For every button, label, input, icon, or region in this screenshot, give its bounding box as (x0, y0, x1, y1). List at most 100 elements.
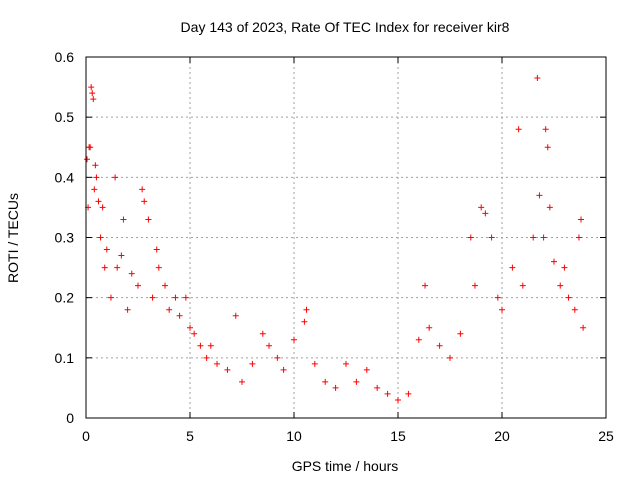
data-point (565, 294, 572, 301)
data-point (182, 294, 189, 301)
data-point (575, 234, 582, 241)
data-point (149, 294, 156, 301)
chart-title: Day 143 of 2023, Rate Of TEC Index for r… (181, 19, 510, 35)
data-point (384, 390, 391, 397)
data-point (530, 234, 537, 241)
data-point (95, 198, 102, 205)
labels-layer: 0 5 10 15 20 25 0 0.1 0.2 0.3 0.4 0.5 0.6 (55, 49, 614, 444)
data-point (534, 75, 541, 82)
data-point (415, 336, 422, 343)
data-point (536, 192, 543, 199)
x-tick-label: 0 (82, 428, 90, 444)
data-point (114, 264, 121, 271)
data-point (580, 324, 587, 331)
data-point (405, 390, 412, 397)
data-point (303, 306, 310, 313)
data-point (89, 90, 96, 97)
data-points-layer (84, 75, 587, 403)
data-point (457, 330, 464, 337)
data-point (93, 174, 100, 181)
y-tick-label: 0.1 (55, 350, 75, 366)
x-tick-label: 15 (390, 428, 406, 444)
data-point (112, 174, 119, 181)
data-point (266, 342, 273, 349)
ticks-layer (85, 56, 607, 419)
x-axis-title: GPS time / hours (292, 458, 399, 474)
y-axis-title: ROTI / TECUs (5, 193, 21, 283)
data-point (301, 318, 308, 325)
data-point (488, 234, 495, 241)
data-point (239, 378, 245, 385)
data-point (203, 354, 210, 361)
data-point (509, 264, 516, 271)
data-point (232, 312, 239, 319)
data-point (447, 354, 453, 361)
data-point (155, 264, 162, 271)
data-point (162, 282, 169, 289)
data-point (187, 324, 193, 331)
data-point (153, 246, 160, 253)
data-point (343, 360, 349, 367)
data-point (91, 186, 98, 193)
data-point (363, 366, 370, 373)
y-tick-label: 0.5 (55, 109, 75, 125)
data-point (291, 336, 297, 343)
data-point (145, 216, 152, 223)
data-point (494, 294, 501, 301)
data-point (374, 384, 381, 391)
data-point (124, 306, 131, 313)
y-tick-label: 0.2 (55, 290, 75, 306)
data-point (166, 306, 173, 313)
data-point (259, 330, 266, 337)
data-point (207, 342, 214, 349)
data-point (176, 312, 183, 319)
data-point (107, 294, 114, 301)
data-point (571, 306, 578, 313)
data-point (551, 258, 557, 265)
data-point (191, 330, 198, 337)
data-point (90, 96, 97, 103)
data-point (322, 378, 329, 385)
data-point (274, 354, 281, 361)
data-point (544, 144, 551, 151)
x-tick-label: 5 (186, 428, 194, 444)
x-tick-label: 25 (598, 428, 614, 444)
data-point (422, 282, 429, 289)
data-point (128, 270, 135, 277)
data-point (332, 384, 339, 391)
data-point (92, 162, 99, 169)
data-point (214, 360, 221, 367)
data-point (97, 234, 104, 241)
data-point (88, 84, 95, 91)
data-point (118, 252, 125, 259)
data-point (101, 264, 108, 271)
data-point (519, 282, 526, 289)
data-point (87, 144, 94, 151)
data-point (395, 396, 401, 403)
y-tick-label: 0.3 (55, 230, 75, 246)
data-point (224, 366, 231, 373)
data-point (557, 282, 564, 289)
data-point (141, 198, 148, 205)
data-point (471, 282, 478, 289)
data-point (139, 186, 146, 193)
x-tick-label: 10 (286, 428, 302, 444)
data-point (542, 126, 549, 133)
data-point (103, 246, 110, 253)
data-point (172, 294, 179, 301)
data-point (426, 324, 433, 331)
data-point (578, 216, 585, 223)
data-point (482, 210, 489, 217)
data-point (249, 360, 256, 367)
y-tick-label: 0.6 (55, 49, 75, 65)
data-point (515, 126, 522, 133)
data-point (561, 264, 568, 271)
data-point (197, 342, 204, 349)
x-tick-label: 20 (494, 428, 510, 444)
data-point (84, 156, 91, 163)
data-point (540, 234, 547, 241)
data-point (546, 204, 553, 211)
data-point (436, 342, 443, 349)
